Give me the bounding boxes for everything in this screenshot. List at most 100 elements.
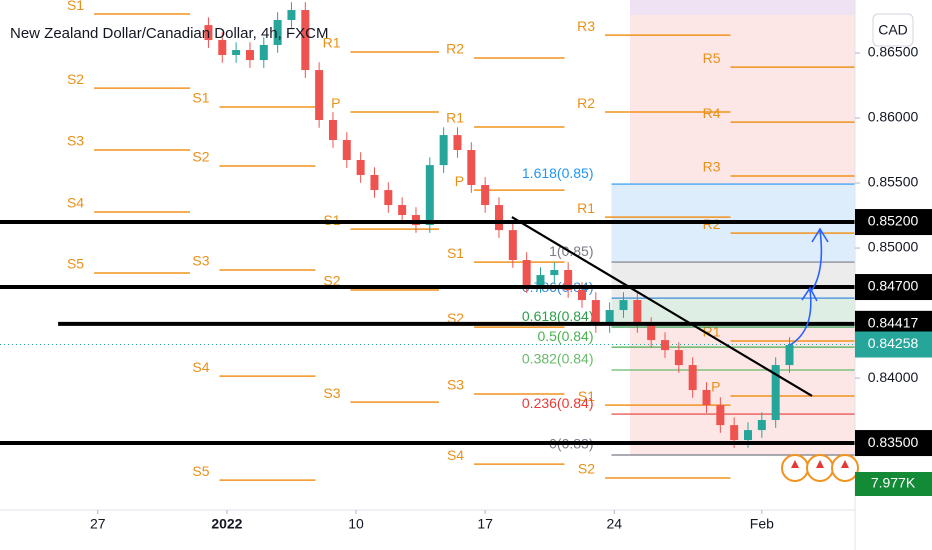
candle-body: [494, 205, 503, 231]
pivot-label: S2: [323, 273, 340, 289]
pivot-label: S4: [192, 359, 209, 375]
candle-body: [619, 300, 628, 311]
candle-body: [508, 230, 517, 261]
pivot-label: S1: [578, 388, 595, 404]
price-box-label: 0.84700: [868, 278, 919, 294]
candle-body: [674, 350, 683, 366]
pivot-label: P: [711, 379, 720, 395]
candle-body: [411, 215, 420, 226]
candle-body: [633, 300, 642, 326]
fib-label: 0.382(0.84): [522, 351, 594, 367]
pivot-label: S3: [323, 385, 340, 401]
candle-body: [218, 40, 227, 55]
price-box: [855, 274, 932, 301]
candle-body: [342, 140, 351, 161]
candle-body: [467, 150, 476, 185]
candle-body: [204, 25, 213, 41]
candle-body: [232, 50, 241, 55]
arrow: [789, 286, 818, 346]
candle-body: [425, 165, 434, 226]
pivot-label: R1: [446, 110, 464, 126]
candle-body: [315, 70, 324, 120]
x-tick-label: 17: [477, 516, 493, 532]
pivot-label: S1: [323, 212, 340, 228]
candle-body: [730, 425, 739, 441]
fib-label: 0.5(0.84): [537, 328, 593, 344]
pivot-label: R4: [703, 105, 721, 121]
pivot-label: S4: [67, 195, 84, 211]
pivot-label: S2: [67, 71, 84, 87]
candle-body: [661, 340, 669, 351]
event-icons: [781, 454, 859, 482]
pivot-label: R3: [703, 159, 721, 175]
pivot-label: S1: [67, 0, 84, 13]
candle-body: [245, 50, 254, 61]
x-tick-label: 24: [606, 516, 622, 532]
y-tick-label: 0.86000: [868, 109, 919, 125]
pivot-label: R1: [703, 324, 721, 340]
fib-label: 1(0.85): [549, 243, 593, 259]
x-tick-label: 10: [348, 516, 364, 532]
pivot-label: P: [331, 95, 340, 111]
y-tick-label: 0.86500: [868, 44, 919, 60]
trendline: [511, 216, 813, 397]
pivot-label: S3: [67, 133, 84, 149]
candle-body: [605, 310, 614, 326]
y-tick-label: 0.85000: [868, 239, 919, 255]
candle-body: [259, 44, 268, 61]
currency-button-label[interactable]: CAD: [878, 22, 908, 38]
pivot-label: S2: [192, 149, 209, 165]
x-tick-label: 27: [90, 516, 106, 532]
candle-body: [273, 20, 282, 45]
icon: [791, 460, 849, 468]
price-box: [855, 209, 932, 236]
y-tick-label: 0.85500: [868, 174, 919, 190]
current-price-label: 0.84258: [868, 335, 919, 351]
candle-body: [577, 290, 586, 301]
candle-body: [536, 275, 545, 286]
candle-body: [591, 300, 600, 326]
candle-body: [301, 10, 310, 71]
candle-body: [744, 430, 753, 441]
pivot-label: R3: [577, 18, 595, 34]
candle-body: [757, 420, 766, 431]
y-tick-label: 0.84000: [868, 369, 919, 385]
projection-arrows: [789, 227, 829, 346]
pivot-label: R5: [703, 50, 721, 66]
candle-body: [550, 270, 559, 276]
candle-body: [647, 325, 656, 341]
volume-box: [855, 472, 932, 496]
candle-body: [785, 345, 794, 366]
pivot-label: S2: [447, 310, 464, 326]
pivot-label: R1: [577, 200, 595, 216]
candle-body: [328, 119, 337, 141]
arrow: [811, 227, 829, 291]
currency-button[interactable]: [872, 13, 914, 47]
pivot-label: S3: [447, 377, 464, 393]
candle-body: [398, 205, 407, 216]
volume-label: 7.977K: [871, 475, 916, 491]
price-box-label: 0.85200: [868, 213, 919, 229]
fib-label: 1.618(0.85): [522, 165, 594, 181]
zone: [630, 0, 855, 15]
candle-body: [356, 160, 365, 175]
plot: S1 S2 S3 S4 S5 S1 S2 S3 S4 S5 R1 P S1 S2 S3 R2 R1 P S1 S2 S3…: [0, 0, 855, 481]
fib-label: 0.236(0.84): [522, 395, 594, 411]
price-box-label: 0.83500: [868, 434, 919, 450]
pivot-label: S1: [447, 245, 464, 261]
candle-body: [716, 405, 725, 426]
candle-body: [702, 390, 711, 406]
candle-body: [370, 174, 379, 191]
candle-body: [453, 135, 462, 151]
fib-label: 0.618(0.84): [522, 308, 594, 324]
chart-title: New Zealand Dollar/Canadian Dollar, 4h, …: [10, 25, 328, 42]
price-box-label: 0.84417: [868, 315, 919, 331]
pivot-label: S4: [447, 447, 464, 463]
pivot-label: R2: [446, 41, 464, 57]
candle-body: [522, 260, 531, 286]
fib-zone: [611, 262, 855, 299]
x-tick-label: 2022: [211, 516, 242, 532]
pivot-label: S5: [67, 256, 84, 272]
price-box: [855, 430, 932, 457]
